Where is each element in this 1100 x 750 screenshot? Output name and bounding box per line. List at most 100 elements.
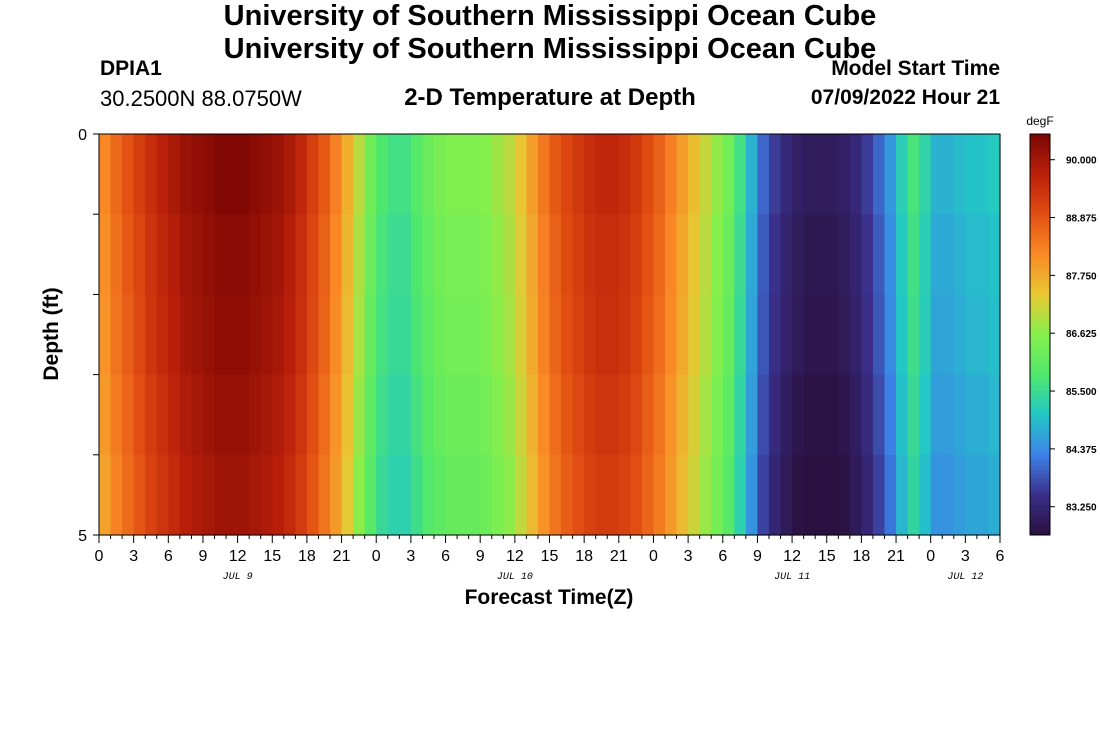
heatmap-cell xyxy=(399,374,412,456)
heatmap-cell xyxy=(133,374,146,456)
heatmap-cell xyxy=(99,454,112,536)
heatmap-cell xyxy=(618,454,631,536)
heatmap-cell xyxy=(896,454,909,536)
heatmap-cell xyxy=(341,374,354,456)
heatmap-cell xyxy=(965,374,978,456)
heatmap-cell xyxy=(838,294,851,376)
heatmap-cell xyxy=(572,374,585,456)
heatmap-cell xyxy=(191,374,204,456)
heatmap-cell xyxy=(480,134,493,215)
colorbar-tick-label: 83.250 xyxy=(1066,503,1097,514)
x-tick-label: 6 xyxy=(996,548,1005,565)
heatmap-cell xyxy=(191,214,204,295)
heatmap-cell xyxy=(341,454,354,536)
heatmap-cell xyxy=(445,294,458,376)
heatmap-cell xyxy=(526,134,539,215)
heatmap-cell xyxy=(976,294,990,376)
heatmap-cell xyxy=(283,454,296,536)
heatmap-cell xyxy=(156,454,169,536)
heatmap-cell xyxy=(930,294,943,376)
x-tick-label: 15 xyxy=(541,548,559,565)
heatmap-cell xyxy=(272,374,285,456)
heatmap-cell xyxy=(688,214,701,295)
heatmap-cell xyxy=(780,374,793,456)
heatmap-cell xyxy=(884,294,897,376)
heatmap-cell xyxy=(965,214,978,295)
heatmap-cell xyxy=(745,454,759,536)
heatmap-cell xyxy=(226,134,239,215)
heatmap-cell xyxy=(168,454,181,536)
heatmap-cell xyxy=(410,454,424,536)
heatmap-cell xyxy=(214,374,227,456)
heatmap-cell xyxy=(549,214,562,295)
heatmap-cell xyxy=(884,134,897,215)
heatmap-cell xyxy=(145,294,158,376)
heatmap-cell xyxy=(145,134,158,215)
heatmap-cell xyxy=(896,374,909,456)
heatmap-cell xyxy=(457,374,470,456)
y-axis-title: Depth (ft) xyxy=(40,287,63,380)
x-tick-label: 3 xyxy=(406,548,415,565)
heatmap-cell xyxy=(734,214,747,295)
heatmap-cell xyxy=(711,454,724,536)
heatmap-cell xyxy=(526,374,539,456)
heatmap-cell xyxy=(653,214,666,295)
heatmap-cell xyxy=(584,214,597,295)
colorbar-gradient xyxy=(1029,133,1051,536)
colorbar-tick-label: 90.000 xyxy=(1066,156,1097,167)
heatmap-cell xyxy=(722,374,735,456)
heatmap-cell xyxy=(295,214,308,295)
x-tick-label: 0 xyxy=(95,548,104,565)
heatmap-cell xyxy=(226,374,239,456)
heatmap-cell xyxy=(364,294,377,376)
heatmap-cell xyxy=(976,214,990,295)
heatmap-cell xyxy=(491,374,504,456)
heatmap-cell xyxy=(260,454,273,536)
heatmap-cell xyxy=(237,214,250,295)
heatmap-cell xyxy=(768,374,782,456)
heatmap-cell xyxy=(699,214,712,295)
y-tick-label: 0 xyxy=(78,127,87,144)
heatmap-cell xyxy=(387,454,400,536)
heatmap-cell xyxy=(387,214,400,295)
heatmap-cell xyxy=(179,454,193,536)
heatmap-cell xyxy=(156,294,169,376)
heatmap-cell xyxy=(468,214,481,295)
heatmap-cell xyxy=(468,374,481,456)
heatmap-cell xyxy=(422,374,435,456)
heatmap-cell xyxy=(803,454,816,536)
heatmap-cell xyxy=(410,214,424,295)
heatmap-cell xyxy=(641,134,655,215)
heatmap-cell xyxy=(422,214,435,295)
heatmap-cell xyxy=(988,294,1001,376)
heatmap-cell xyxy=(99,294,112,376)
heatmap-cell xyxy=(872,454,886,536)
heatmap-cell xyxy=(168,374,181,456)
colorbar-tick-label: 85.500 xyxy=(1066,387,1097,398)
heatmap-cell xyxy=(745,134,759,215)
heatmap-cell xyxy=(283,214,296,295)
heatmap-cell xyxy=(133,454,146,536)
heatmap-cell xyxy=(653,134,666,215)
chart-title: University of Southern Mississippi Ocean… xyxy=(223,0,877,32)
heatmap-cell xyxy=(399,134,412,215)
heatmap-cell xyxy=(202,374,216,456)
heatmap-cell xyxy=(491,454,504,536)
heatmap-cell xyxy=(122,374,135,456)
heatmap-cell xyxy=(838,374,851,456)
heatmap-cell xyxy=(410,374,424,456)
heatmap-cell xyxy=(919,454,932,536)
heatmap-cell xyxy=(480,294,493,376)
x-tick-label: 12 xyxy=(783,548,801,565)
heatmap-cell xyxy=(526,294,539,376)
heatmap-cell xyxy=(537,294,551,376)
x-tick-label: 0 xyxy=(372,548,381,565)
heatmap-cell xyxy=(249,134,262,215)
heatmap-cell xyxy=(907,374,920,456)
heatmap-cell xyxy=(480,374,493,456)
heatmap-cell xyxy=(341,294,354,376)
heatmap-cell xyxy=(768,134,782,215)
heatmap-cell xyxy=(272,454,285,536)
heatmap-cell xyxy=(757,214,770,295)
heatmap-cell xyxy=(364,214,377,295)
